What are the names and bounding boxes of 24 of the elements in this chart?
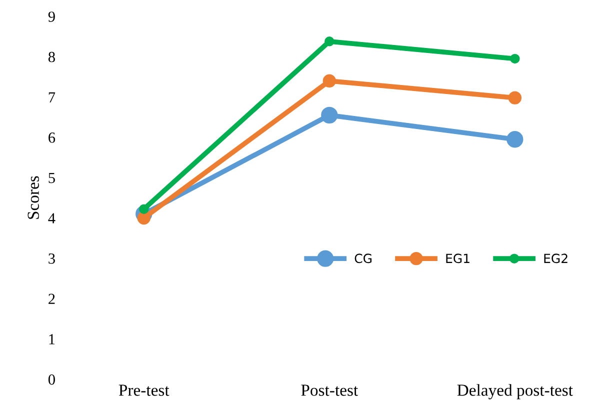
y-tick-label: 0 [48, 374, 55, 385]
y-tick-label: 9 [48, 12, 55, 22]
x-tick-label: Delayed post-test [457, 384, 573, 400]
point [324, 36, 334, 46]
x-tick-label: Post-test [301, 384, 358, 396]
y-tick-label: 3 [48, 253, 55, 264]
y-tick-label: 4 [48, 213, 56, 224]
x-tick-label: Pre-test [118, 384, 170, 396]
y-tick-label: 5 [48, 172, 55, 184]
y-tick-label: 1 [49, 334, 55, 344]
point [137, 211, 150, 225]
point [321, 106, 338, 124]
legend-label: EG1 [446, 254, 470, 264]
y-tick-label: 7 [48, 92, 56, 102]
point [506, 131, 524, 148]
point [508, 91, 522, 104]
legend-label: EG2 [544, 254, 568, 264]
y-tick-label: 2 [48, 294, 55, 304]
y-tick-label: 6 [48, 132, 56, 143]
y-axis-title: Scores [28, 176, 39, 219]
y-tick-label: 8 [48, 52, 55, 62]
point [322, 74, 336, 88]
point [510, 54, 520, 64]
legend-label: CG [354, 254, 372, 264]
